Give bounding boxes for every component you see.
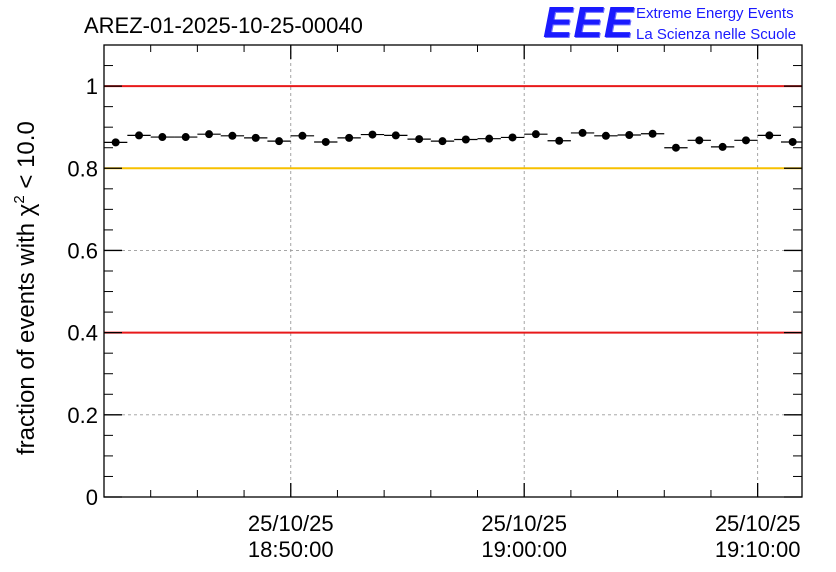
data-point xyxy=(578,128,587,137)
x-tick-time-label: 19:10:00 xyxy=(715,537,801,562)
data-point xyxy=(181,133,190,142)
data-point xyxy=(158,133,167,142)
data-point xyxy=(438,137,447,146)
eee-logo-mark: EEE xyxy=(543,0,635,47)
grid-lines xyxy=(104,45,802,497)
data-point xyxy=(648,129,657,138)
x-tick-time-label: 19:00:00 xyxy=(481,537,567,562)
data-point xyxy=(275,137,284,146)
data-point xyxy=(111,138,120,147)
y-axis-title-tail: < 10.0 xyxy=(13,121,40,195)
y-axis-title-main: fraction of events with χ xyxy=(13,203,40,455)
y-axis-title: fraction of events with χ2 < 10.0 xyxy=(11,121,40,455)
y-axis-title-sup: 2 xyxy=(11,195,28,203)
data-point xyxy=(391,131,400,140)
data-point xyxy=(741,136,750,145)
axis-ticks xyxy=(104,45,802,498)
reference-lines xyxy=(104,85,802,334)
y-tick-label: 0.8 xyxy=(67,156,98,181)
y-tick-label: 1 xyxy=(86,74,98,99)
data-points xyxy=(104,128,802,152)
data-point xyxy=(368,130,377,139)
data-point xyxy=(461,135,470,144)
data-point xyxy=(765,131,774,140)
x-tick-date-label: 25/10/25 xyxy=(248,511,334,536)
data-point xyxy=(485,134,494,143)
data-point xyxy=(555,136,564,145)
data-point xyxy=(251,133,260,142)
data-point xyxy=(788,137,797,146)
y-tick-labels: 0 0.2 0.4 0.6 0.8 1 xyxy=(67,74,98,510)
y-tick-label: 0.6 xyxy=(67,238,98,263)
eee-logo: EEE Extreme Energy Events La Scienza nel… xyxy=(540,0,830,47)
x-tick-time-label: 18:50:00 xyxy=(248,537,334,562)
data-point xyxy=(508,133,517,142)
x-tick-labels: 25/10/2518:50:0025/10/2519:00:0025/10/25… xyxy=(248,511,801,562)
data-point xyxy=(601,131,610,140)
y-tick-label: 0.4 xyxy=(67,321,98,346)
data-point xyxy=(625,130,634,139)
y-tick-label: 0 xyxy=(86,485,98,510)
data-point xyxy=(298,131,307,140)
y-tick-label: 0.2 xyxy=(67,403,98,428)
data-point xyxy=(321,137,330,146)
data-point xyxy=(345,133,354,142)
plot-frame xyxy=(103,44,803,498)
data-point xyxy=(415,135,424,144)
data-point xyxy=(671,143,680,152)
data-point xyxy=(205,130,214,139)
eee-logo-line2: La Scienza nelle Scuole xyxy=(636,26,797,43)
chart-title: AREZ-01-2025-10-25-00040 xyxy=(84,13,363,38)
eee-logo-line1: Extreme Energy Events xyxy=(636,5,794,22)
data-point xyxy=(718,142,727,151)
data-point xyxy=(135,131,144,140)
x-tick-date-label: 25/10/25 xyxy=(481,511,567,536)
data-point xyxy=(228,131,237,140)
data-point xyxy=(531,130,540,139)
data-point xyxy=(695,136,704,145)
x-tick-date-label: 25/10/25 xyxy=(715,511,801,536)
